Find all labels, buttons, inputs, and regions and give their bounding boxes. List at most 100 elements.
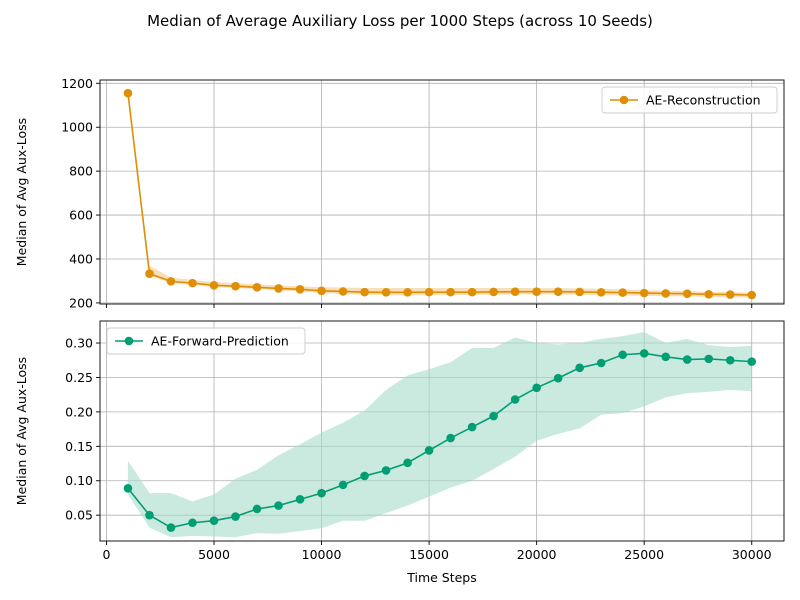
y-axis-label: Median of Avg Aux-Loss <box>14 357 29 505</box>
data-point <box>424 287 434 297</box>
x-tick-label: 20000 <box>517 547 557 562</box>
data-point <box>381 288 391 297</box>
data-point <box>188 518 197 528</box>
figure-title: Median of Average Auxiliary Loss per 100… <box>147 12 653 30</box>
data-point <box>403 288 412 297</box>
data-point <box>424 446 434 455</box>
y-tick-label: 200 <box>69 295 93 310</box>
data-point <box>596 358 606 368</box>
legend-box <box>106 327 306 355</box>
legend-label: AE-Forward-Prediction <box>151 334 289 349</box>
data-point <box>360 471 369 481</box>
series-line <box>127 93 752 296</box>
data-point <box>295 495 305 504</box>
data-point <box>145 510 154 520</box>
data-point <box>575 363 584 373</box>
axes-frame <box>99 79 785 305</box>
data-point <box>338 287 348 296</box>
data-point <box>403 458 412 468</box>
data-point <box>231 281 240 291</box>
y-tick-label: 0.30 <box>65 336 93 351</box>
data-point <box>747 357 757 366</box>
y-tick-label: 0.05 <box>65 508 93 523</box>
data-point <box>209 281 219 290</box>
x-tick-label: 25000 <box>624 547 664 562</box>
series-0 <box>123 88 757 300</box>
top-panel-reconstruction: 200 400 600 800 1000 1200 Median of Avg Aux-Lo… <box>14 76 785 310</box>
data-point <box>639 349 649 358</box>
legend-marker <box>619 95 629 105</box>
data-point <box>510 395 520 404</box>
data-point <box>188 278 197 288</box>
data-point <box>123 484 133 493</box>
data-point <box>467 287 477 297</box>
y-tick-label: 400 <box>69 251 93 266</box>
data-point <box>467 422 477 432</box>
data-point <box>682 289 692 298</box>
grid-lines <box>100 80 784 304</box>
legend-box <box>601 86 778 114</box>
data-point <box>295 284 305 294</box>
confidence-band <box>127 92 752 298</box>
data-point <box>274 501 283 510</box>
data-point <box>725 355 735 365</box>
data-point <box>231 512 240 521</box>
x-tick-label: 30000 <box>732 547 772 562</box>
data-point <box>725 290 735 299</box>
data-point <box>596 288 606 297</box>
data-point <box>338 480 348 490</box>
data-point <box>209 516 219 525</box>
data-point <box>618 288 627 297</box>
y-tick-label: 1200 <box>61 76 93 91</box>
data-point <box>510 287 520 297</box>
data-point <box>166 523 176 532</box>
legend: AE-Reconstruction <box>601 86 778 114</box>
legend-label: AE-Reconstruction <box>646 93 761 108</box>
y-tick-label: 0.20 <box>65 404 93 419</box>
y-tick-label: 800 <box>69 164 93 179</box>
data-point <box>145 269 154 278</box>
x-tick-label: 0 <box>102 547 110 562</box>
data-point <box>166 277 176 286</box>
data-point <box>446 433 455 443</box>
legend: AE-Forward-Prediction <box>106 327 306 355</box>
legend-marker <box>124 336 134 346</box>
data-point <box>661 352 670 362</box>
data-point <box>532 287 541 297</box>
y-tick-label: 0.15 <box>65 439 93 454</box>
data-point <box>317 488 326 498</box>
data-point <box>252 504 262 514</box>
data-point <box>123 88 133 98</box>
data-point <box>317 286 326 296</box>
data-point <box>532 383 541 393</box>
data-point <box>489 287 498 297</box>
data-point <box>489 411 498 421</box>
x-tick-label: 15000 <box>409 547 449 562</box>
data-point <box>360 287 369 297</box>
y-tick-label: 0.10 <box>65 473 93 488</box>
data-point <box>553 373 563 383</box>
y-axis-label: Median of Avg Aux-Loss <box>14 118 29 266</box>
data-point <box>747 290 757 300</box>
data-point <box>381 466 391 475</box>
x-tick-label: 10000 <box>302 547 342 562</box>
data-point <box>661 289 670 298</box>
data-point <box>618 350 627 360</box>
y-tick-label: 0.25 <box>65 370 93 385</box>
data-point <box>682 355 692 364</box>
data-point <box>575 287 584 297</box>
axes-frame <box>99 320 785 542</box>
x-axis-label: Time Steps <box>406 570 477 585</box>
y-tick-label: 600 <box>69 208 93 223</box>
data-point <box>704 290 714 299</box>
data-point <box>639 288 649 298</box>
data-point <box>274 284 283 293</box>
x-tick-label: 5000 <box>198 547 230 562</box>
data-point <box>553 287 563 297</box>
bottom-panel-forward-prediction: 0.05 0.10 0.15 0.20 0.25 0.30 0 5000 10000 15000 2… <box>14 320 785 585</box>
series-0 <box>123 332 757 538</box>
data-point <box>704 354 714 364</box>
y-tick-label: 1000 <box>61 120 93 135</box>
confidence-band <box>127 332 752 538</box>
